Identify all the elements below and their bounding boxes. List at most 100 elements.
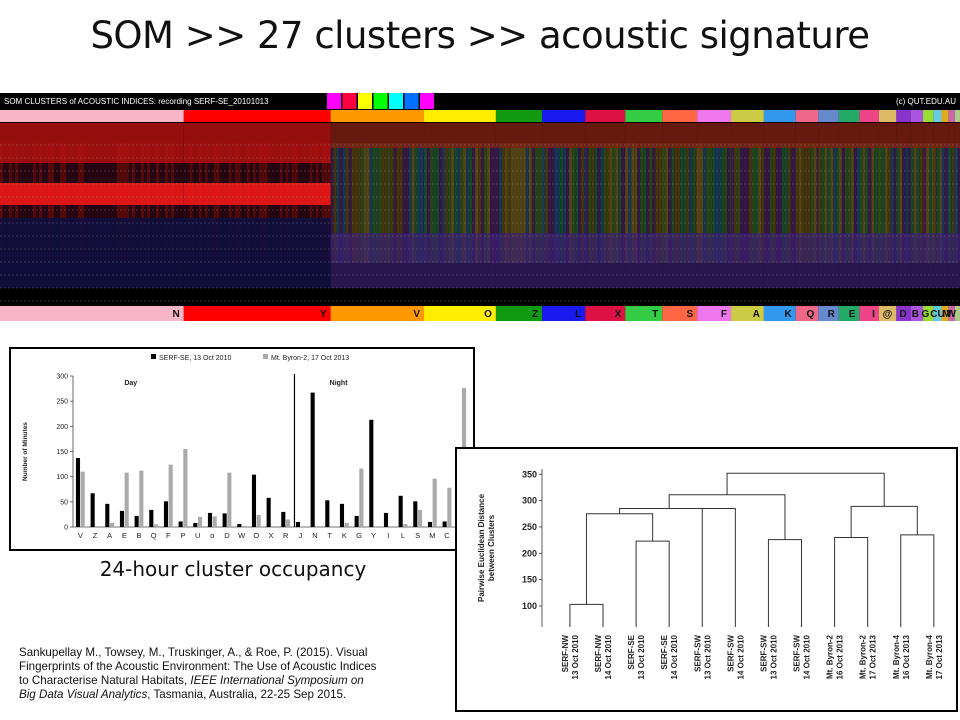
cluster-label: R	[828, 309, 836, 320]
bar-mt-byron	[80, 471, 85, 527]
cluster-spectrogram	[625, 123, 665, 288]
cluster-label-strip	[878, 306, 897, 321]
bar-serf-se	[119, 510, 125, 527]
chart-caption: 24-hour cluster occupancy	[99, 557, 367, 581]
x-tick-label: N	[312, 531, 317, 540]
cluster-spectrogram	[424, 123, 497, 288]
cluster-label: O	[484, 309, 492, 320]
x-tick-label: U	[195, 531, 200, 540]
cluster-label: N	[173, 309, 180, 320]
cluster-label: X	[615, 309, 622, 320]
legend-label-serf: SERF-SE, 13 Oct 2010	[159, 355, 231, 362]
x-tick-label: J	[298, 531, 302, 540]
dendrogram-y-tick-label: 350	[522, 469, 537, 479]
cluster-spectrogram	[0, 123, 186, 288]
x-tick-label: I	[387, 531, 389, 540]
cluster-label-strip	[763, 306, 796, 321]
cluster-spectrogram	[795, 123, 820, 288]
leaf-site: Mt. Byron-4	[892, 634, 901, 679]
cluster-label: B	[912, 309, 919, 320]
leaf-label: Mt. Byron-2 16 Oct 2013	[826, 634, 845, 679]
y-tick-label: 0	[64, 525, 68, 532]
leaf-site: SERF-SW	[693, 635, 702, 672]
cluster-color-strip	[585, 110, 626, 122]
leaf-label: SERF-SW 14 Oct 2010	[726, 634, 745, 679]
leaf-site: SERF-NW	[594, 635, 603, 673]
x-tick-label: T	[327, 531, 332, 540]
bar-serf-se	[193, 522, 198, 527]
cluster-spectrogram	[818, 123, 840, 288]
bar-mt-byron	[432, 478, 437, 527]
x-tick-label: Z	[93, 531, 98, 540]
bar-mt-byron	[153, 524, 159, 527]
cluster-label: Z	[532, 309, 538, 320]
cluster-color-strip	[763, 110, 796, 122]
y-tick-label: 100	[56, 474, 68, 481]
dendrogram-link	[635, 540, 670, 627]
som-swatch	[373, 93, 388, 109]
dendrogram-y-tick-label: 250	[522, 522, 537, 532]
chart-legend: SERF-SE, 13 Oct 2010 Mt. Byron-2, 17 Oct …	[151, 354, 349, 362]
bar-serf-se	[222, 513, 227, 527]
x-tick-label: F	[166, 531, 171, 540]
y-axis-label: Number of Minutes	[22, 422, 29, 481]
dendrogram-chart: 100 150 200 250 300 350 Pairwise Euclidean Dis…	[477, 469, 944, 679]
cluster-spectrogram	[731, 123, 765, 288]
x-tick-label: M	[429, 531, 435, 540]
cluster-color-strip	[941, 110, 949, 122]
bar-mt-byron	[403, 523, 408, 527]
leaf-label: SERF-NW 14 Oct 2010	[594, 634, 613, 679]
cluster-spectrogram	[585, 123, 628, 288]
cluster-label: F	[721, 309, 727, 320]
cluster-color-strip	[818, 110, 839, 122]
som-swatch	[358, 93, 372, 109]
citation-venue-cont: Big Data Visual Analytics	[19, 688, 148, 701]
bar-serf-se	[134, 515, 139, 527]
y-tick-label: 150	[56, 449, 68, 456]
cluster-label: W	[947, 309, 957, 320]
cluster-spectrogram	[542, 123, 588, 288]
cluster-label: L	[575, 309, 581, 320]
bar-mt-byron	[109, 522, 115, 527]
leaf-label: SERF-NW 13 Oct 2010	[561, 634, 580, 679]
bar-mt-byron	[212, 516, 217, 527]
cluster-label-strip	[0, 306, 184, 321]
bar-serf-se	[266, 497, 271, 527]
cluster-label-strip	[495, 306, 543, 321]
y-tick-label: 250	[56, 399, 68, 406]
cluster-label-strip	[795, 306, 819, 321]
x-tick-label: R	[283, 531, 289, 540]
leaf-date: 16 Oct 2013	[836, 634, 845, 679]
dendrogram-link	[834, 536, 869, 627]
cluster-label-strip	[896, 306, 911, 321]
leaf-site: Mt. Byron-2	[859, 634, 868, 679]
cluster-label-strip	[941, 306, 949, 321]
leaf-date: 14 Oct 2010	[803, 634, 812, 679]
section-label-night: Night	[330, 380, 349, 387]
cluster-label: Q	[807, 309, 815, 320]
leaf-site: Mt. Byron-4	[925, 634, 934, 679]
x-tick-label: E	[122, 531, 127, 540]
leaf-label: SERF-SW 13 Oct 2010	[759, 634, 778, 679]
citation-line-3: to Characterise Natural Habitats,	[19, 674, 191, 687]
leaf-site: SERF-SE	[660, 634, 669, 669]
bar-serf-se	[310, 392, 315, 527]
cluster-color-strip	[731, 110, 764, 122]
cluster-label: G	[922, 309, 930, 320]
bar-mt-byron	[227, 472, 232, 527]
cluster-color-strip	[933, 110, 942, 122]
legend-swatch-serf	[151, 354, 156, 359]
cluster-color-strip	[662, 110, 698, 122]
dendrogram-link	[569, 603, 604, 627]
cluster-color-strip	[795, 110, 819, 122]
leaf-date: 13 Oct 2010	[703, 634, 712, 679]
dendrogram-panel: 100 150 200 250 300 350 Pairwise Euclidean Dis…	[455, 447, 958, 712]
cluster-color-strip	[424, 110, 496, 122]
bar-mt-byron	[256, 514, 261, 527]
cluster-spectrogram	[495, 123, 544, 288]
som-swatch	[342, 93, 357, 109]
citation: Sankupellay M., Towsey, M., Truskinger, …	[19, 646, 459, 702]
dendrogram-y-tick-label: 200	[522, 548, 537, 558]
leaf-label: Mt. Byron-2 17 Oct 2013	[859, 634, 878, 679]
bar-serf-se	[251, 474, 257, 527]
